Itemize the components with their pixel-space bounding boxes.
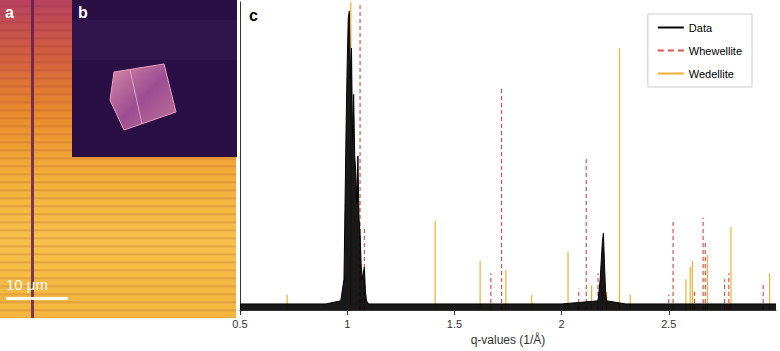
svg-text:2: 2 bbox=[559, 318, 565, 330]
svg-text:Wedellite: Wedellite bbox=[689, 68, 734, 80]
svg-text:c: c bbox=[249, 7, 258, 24]
svg-text:2.5: 2.5 bbox=[661, 318, 676, 330]
svg-text:1.5: 1.5 bbox=[447, 318, 462, 330]
svg-text:1: 1 bbox=[344, 318, 350, 330]
svg-text:0.5: 0.5 bbox=[232, 318, 247, 330]
html-text:b: b bbox=[78, 4, 88, 21]
svg-text:Data: Data bbox=[689, 22, 713, 34]
svg-text:Whewellite: Whewellite bbox=[689, 45, 742, 57]
svg-text:q-values (1/Å): q-values (1/Å) bbox=[471, 332, 546, 347]
html-text:a: a bbox=[5, 4, 14, 21]
html-text:10 μm: 10 μm bbox=[6, 276, 48, 293]
